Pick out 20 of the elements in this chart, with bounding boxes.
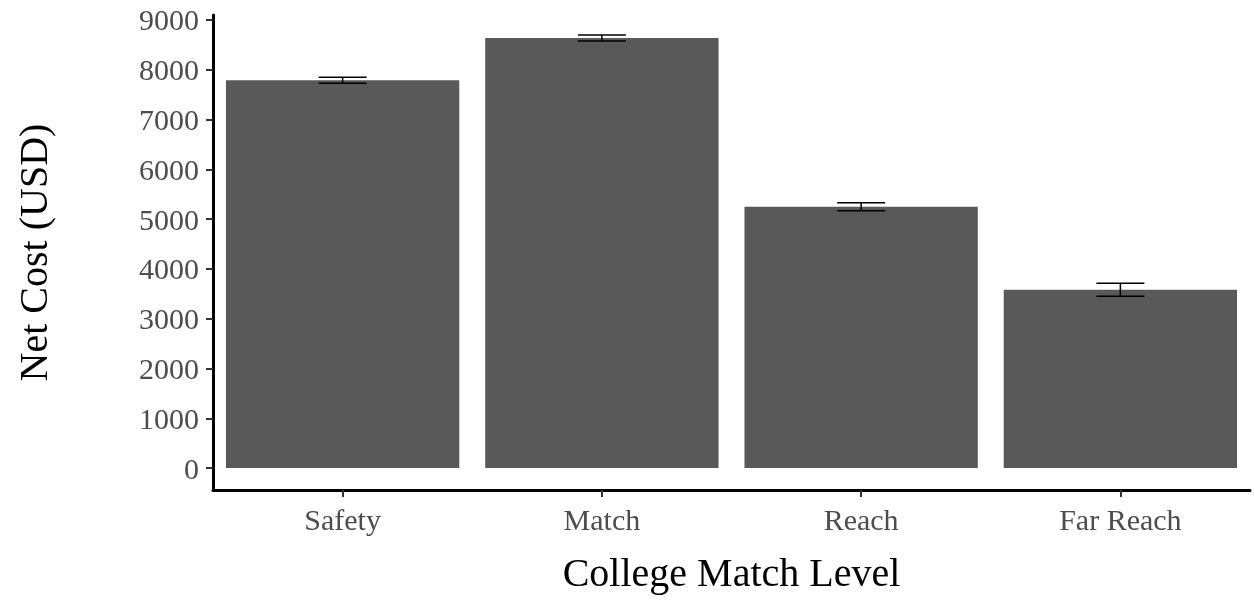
x-tick-label: Far Reach <box>1059 502 1182 536</box>
bar <box>744 206 978 469</box>
y-tick-label: 4000 <box>139 252 199 286</box>
bar <box>225 80 460 469</box>
y-tick-label: 3000 <box>139 302 199 336</box>
x-tick-label: Safety <box>304 502 381 536</box>
bar <box>485 37 719 469</box>
x-axis-title: College Match Level <box>562 549 901 595</box>
x-tick-label: Match <box>563 502 641 536</box>
y-tick-label: 6000 <box>139 152 199 186</box>
y-tick-label: 5000 <box>139 202 199 236</box>
x-tick-label: Reach <box>823 502 899 536</box>
y-axis-title: Net Cost (USD) <box>10 123 56 382</box>
y-tick-label: 9000 <box>139 3 199 37</box>
y-tick-label: 8000 <box>139 53 199 87</box>
y-tick-label: 2000 <box>139 352 199 386</box>
y-tick-label: 7000 <box>139 103 199 137</box>
y-tick-label: 1000 <box>139 401 199 435</box>
y-tick-label: 0 <box>184 451 199 485</box>
bar <box>1003 289 1238 469</box>
